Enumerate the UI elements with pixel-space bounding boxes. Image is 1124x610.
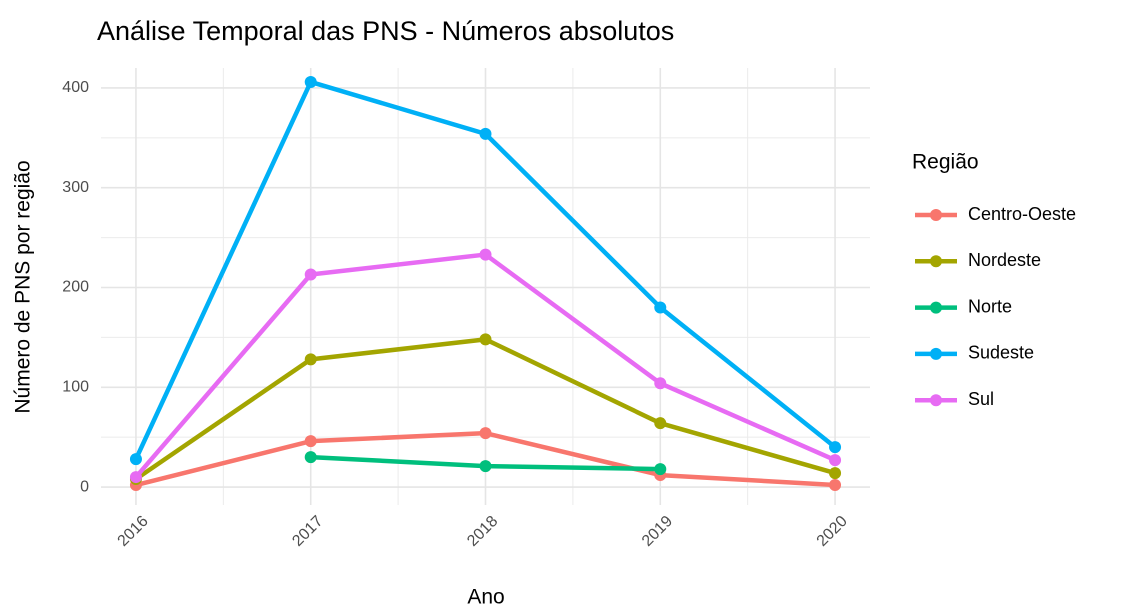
data-point [479, 248, 492, 261]
data-point [304, 451, 317, 464]
legend-key-point [930, 209, 942, 221]
data-point [304, 353, 317, 366]
data-point [829, 441, 842, 454]
data-point [304, 75, 317, 88]
legend-key-point [930, 394, 942, 407]
y-tick-label: 100 [62, 378, 89, 395]
legend-key-point [930, 301, 942, 314]
data-point [654, 417, 667, 430]
legend-key-point [930, 255, 942, 268]
data-point [304, 435, 317, 448]
data-point [829, 479, 842, 492]
data-point [479, 127, 492, 140]
data-point [654, 377, 667, 390]
legend-label: Norte [968, 296, 1012, 316]
data-point [479, 333, 492, 346]
y-tick-label: 300 [62, 179, 89, 196]
data-point [129, 471, 142, 484]
x-axis-label: Ano [467, 586, 504, 609]
legend-key-point [930, 347, 942, 360]
legend-label: Sudeste [968, 343, 1034, 363]
data-point [129, 453, 142, 466]
y-tick-label: 200 [62, 279, 89, 296]
legend-label: Nordeste [968, 250, 1041, 270]
data-point [829, 454, 842, 467]
data-point [304, 268, 317, 281]
x-tick-label: 2016 [115, 513, 152, 550]
x-tick-label: 2019 [639, 513, 676, 550]
chart-title: Análise Temporal das PNS - Números absol… [97, 16, 674, 46]
data-point [479, 460, 492, 473]
y-tick-label: 0 [80, 478, 89, 495]
data-point [654, 301, 667, 314]
data-point [479, 427, 492, 440]
legend-title: Região [912, 151, 979, 174]
data-point [829, 467, 842, 480]
y-tick-label: 400 [62, 79, 89, 96]
x-tick-label: 2018 [464, 513, 501, 550]
legend-label: Centro-Oeste [968, 204, 1076, 224]
x-tick-label: 2017 [289, 513, 326, 550]
data-point [654, 463, 667, 476]
legend-label: Sul [968, 389, 994, 409]
x-tick-label: 2020 [814, 513, 851, 550]
y-axis-label: Número de PNS por região [12, 160, 35, 413]
